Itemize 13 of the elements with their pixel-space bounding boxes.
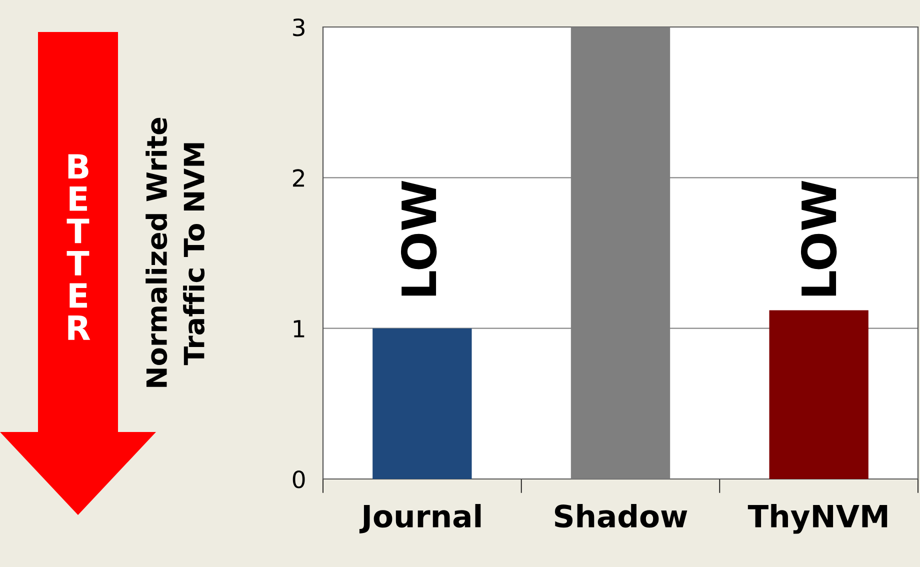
bar [372, 328, 472, 479]
text: BETTER [66, 154, 90, 340]
bar [769, 310, 868, 479]
y-tick-label: 0 [292, 470, 305, 488]
x-tick-label: Journal [359, 504, 481, 534]
annotation: LOW [800, 180, 837, 296]
y-tick-label: 3 [293, 18, 304, 36]
y-tick-label: 1 [294, 320, 304, 338]
y-axis-title: Normalized Write Traffic To NVM [146, 118, 205, 387]
x-tick-label: Shadow [554, 504, 688, 528]
y-tick-label: 2 [293, 169, 304, 187]
x-tick-label: ThyNVM [748, 504, 888, 534]
annotation: LOW [400, 180, 437, 296]
